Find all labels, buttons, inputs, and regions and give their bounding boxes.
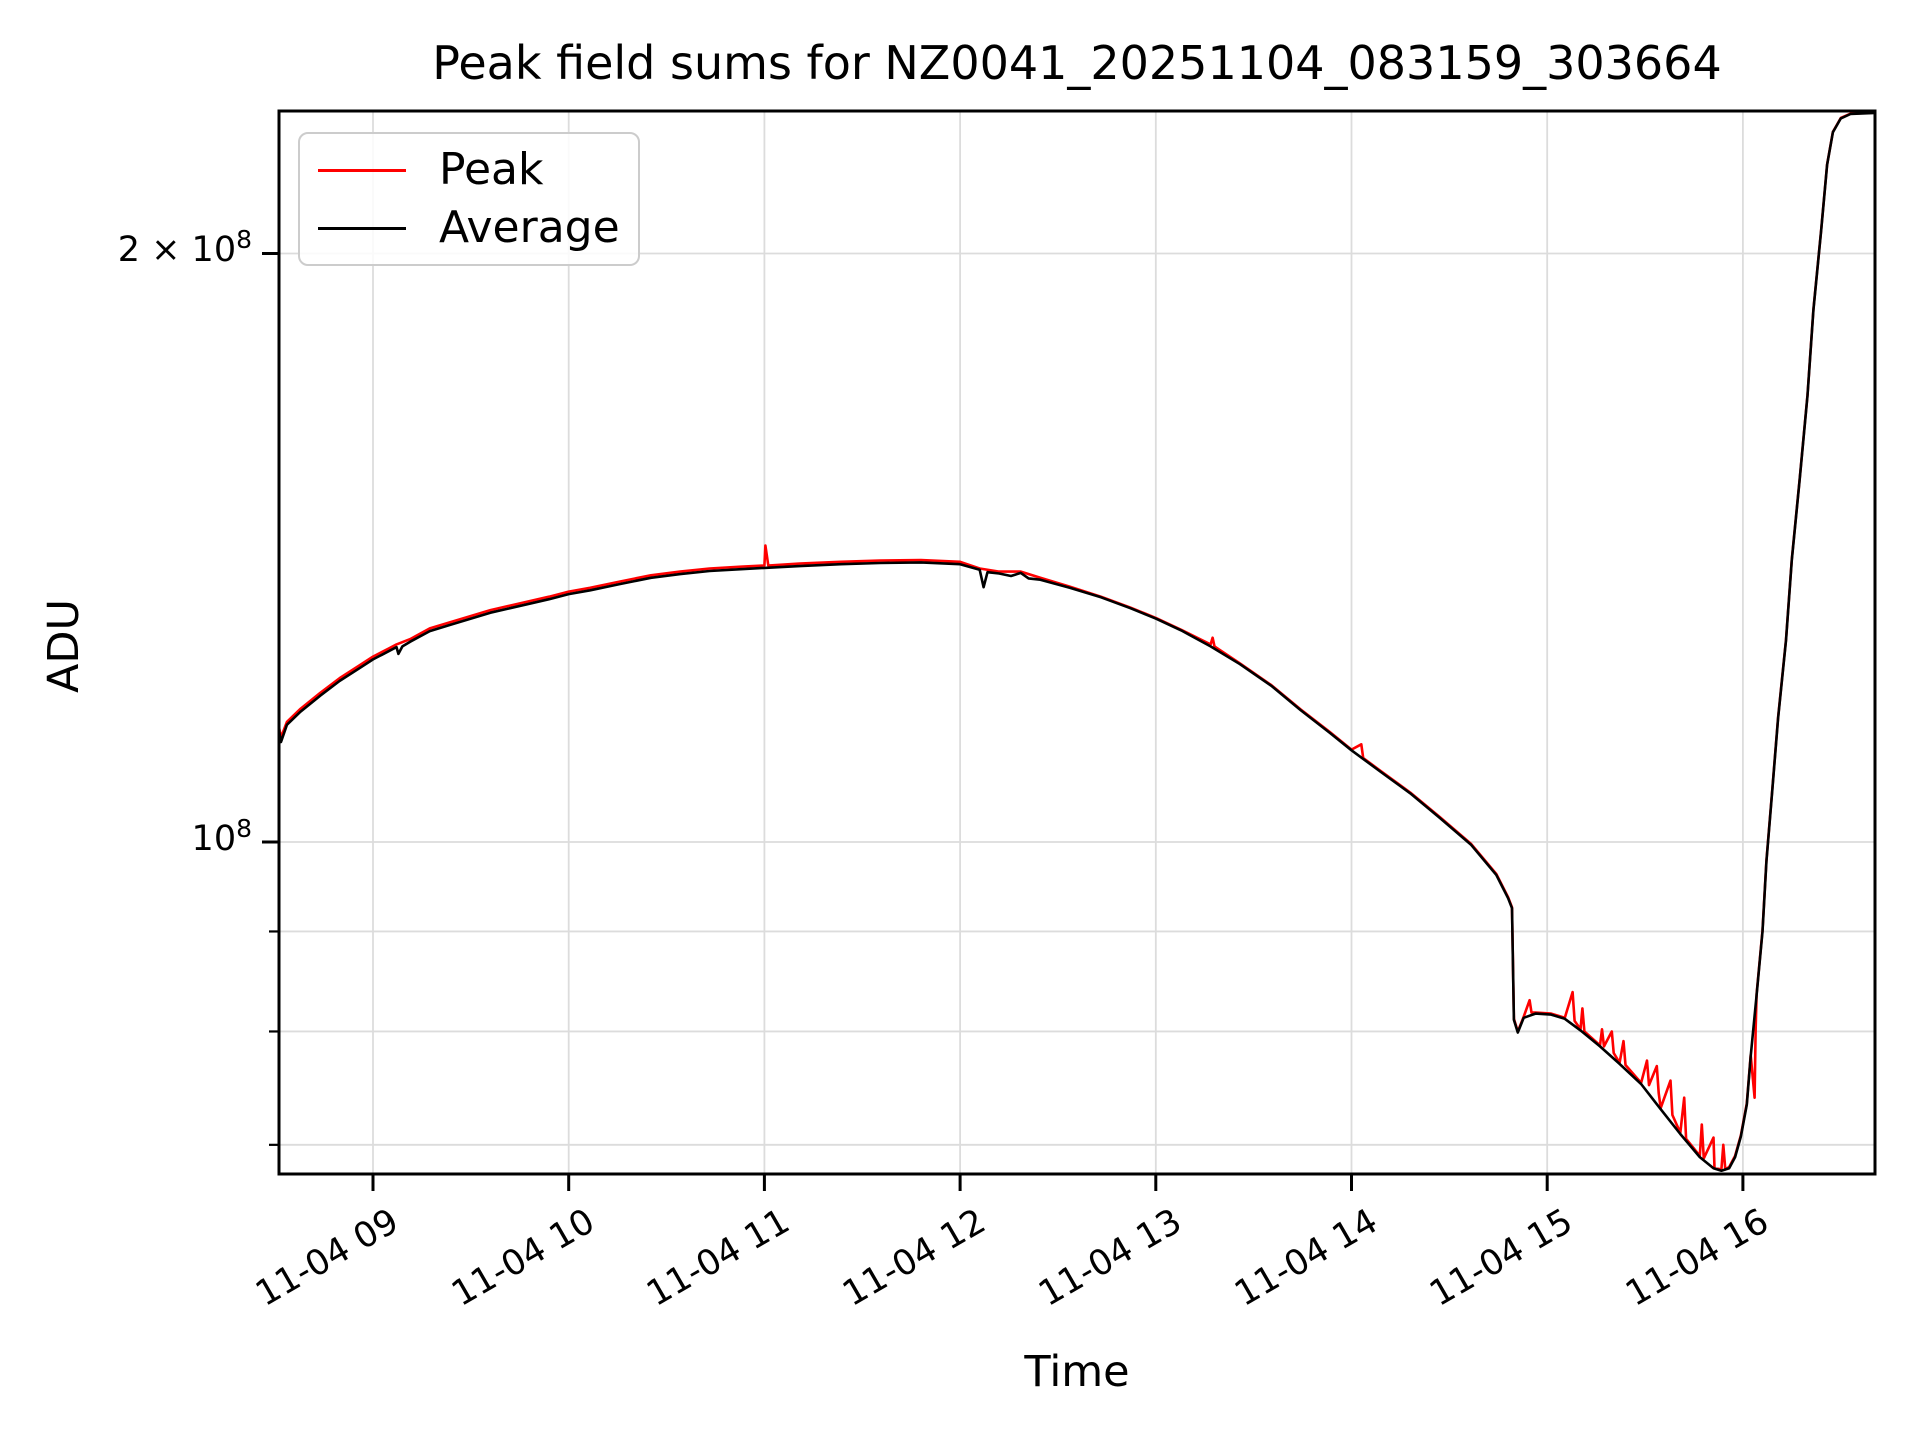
legend-label-average: Average — [439, 202, 620, 253]
legend-entry-average: Average — [318, 202, 620, 253]
plot-border — [277, 109, 1877, 1176]
y-tick-label-2e8: 2 × 108 — [0, 227, 252, 271]
average-line-sample — [318, 226, 406, 230]
y-tick-exponent: 8 — [236, 814, 252, 843]
chart-title: Peak field sums for NZ0041_20251104_0831… — [432, 36, 1722, 90]
legend-entry-peak: Peak — [318, 148, 618, 192]
y-tick-base: 10 — [191, 819, 237, 859]
x-axis-label: Time — [1024, 1347, 1130, 1397]
curve-average — [279, 111, 1875, 1172]
y-tick-exponent: 8 — [236, 225, 252, 255]
y-axis-label: ADU — [39, 599, 89, 693]
legend: Peak Average — [298, 132, 640, 266]
y-tick-base: 2 × 10 — [117, 230, 237, 271]
peak-line-sample — [318, 168, 406, 172]
legend-label-peak: Peak — [439, 144, 544, 195]
y-tick-label-1e8: 108 — [0, 816, 252, 859]
